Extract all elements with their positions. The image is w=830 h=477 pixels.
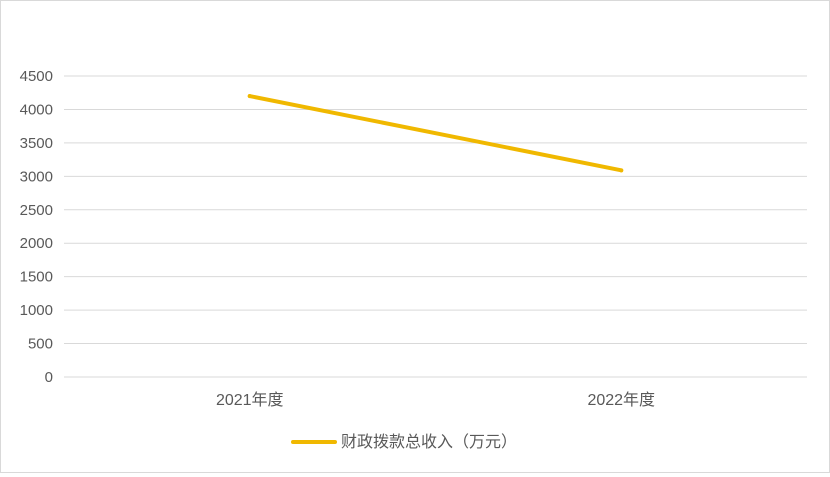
- data-point[interactable]: [619, 168, 624, 173]
- x-category-label: 2021年度: [216, 391, 284, 409]
- series-lines: [247, 94, 624, 173]
- y-tick-label: 2000: [20, 235, 53, 252]
- x-axis-category-labels: 2021年度 2022年度: [216, 391, 655, 409]
- y-axis-tick-labels: 0 500 1000 1500 2000 2500 3000 3500 4000 4500: [20, 68, 53, 386]
- x-category-label: 2022年度: [587, 391, 655, 409]
- y-tick-label: 4000: [20, 101, 53, 118]
- y-tick-label: 1000: [20, 302, 53, 319]
- y-tick-label: 1500: [20, 269, 53, 286]
- y-tick-label: 500: [28, 336, 53, 353]
- y-tick-label: 2500: [20, 202, 53, 219]
- y-tick-label: 3000: [20, 168, 53, 185]
- legend[interactable]: 财政拨款总收入（万元）: [291, 433, 517, 451]
- series-line-0[interactable]: [247, 94, 624, 173]
- y-tick-label: 3500: [20, 135, 53, 152]
- legend-label-series: 财政拨款总收入（万元）: [341, 433, 517, 451]
- data-point[interactable]: [247, 94, 252, 99]
- y-tick-label: 4500: [20, 68, 53, 85]
- gridlines: [64, 75, 807, 378]
- y-tick-label: 0: [45, 369, 53, 386]
